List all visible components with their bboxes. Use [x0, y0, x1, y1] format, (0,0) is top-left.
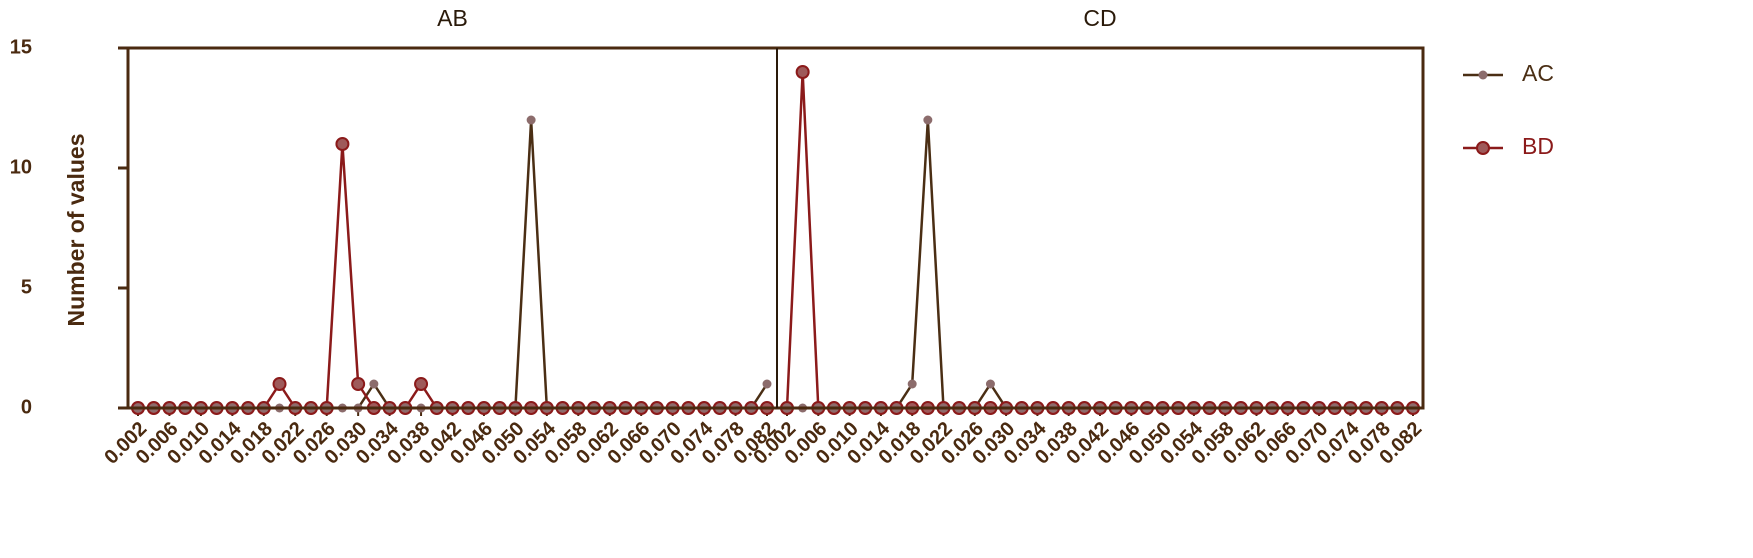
panel-title: CD — [1083, 5, 1116, 31]
legend-label: AC — [1522, 60, 1554, 86]
panel-title: AB — [437, 5, 468, 31]
y-tick-label: 0 — [21, 396, 32, 418]
series-line — [787, 119, 1413, 410]
series-line — [785, 71, 1413, 410]
marker — [526, 115, 536, 125]
marker — [985, 379, 995, 389]
plot-frame — [126, 46, 1425, 410]
marker — [369, 379, 379, 389]
legend-label: BD — [1522, 133, 1554, 159]
marker — [272, 377, 287, 391]
marker — [351, 377, 366, 391]
marker — [335, 137, 350, 151]
series-line — [138, 119, 769, 410]
legend-marker — [1476, 141, 1490, 155]
y-axis-label: Number of values — [63, 134, 89, 327]
marker — [923, 115, 933, 125]
legend-marker — [1478, 70, 1488, 80]
series-line — [138, 143, 767, 410]
marker — [414, 377, 429, 391]
y-tick-label: 10 — [10, 156, 32, 178]
marker — [762, 379, 772, 389]
y-tick-label: 15 — [10, 36, 32, 58]
marker — [907, 379, 917, 389]
marker — [795, 65, 810, 79]
y-tick-label: 5 — [21, 276, 32, 298]
